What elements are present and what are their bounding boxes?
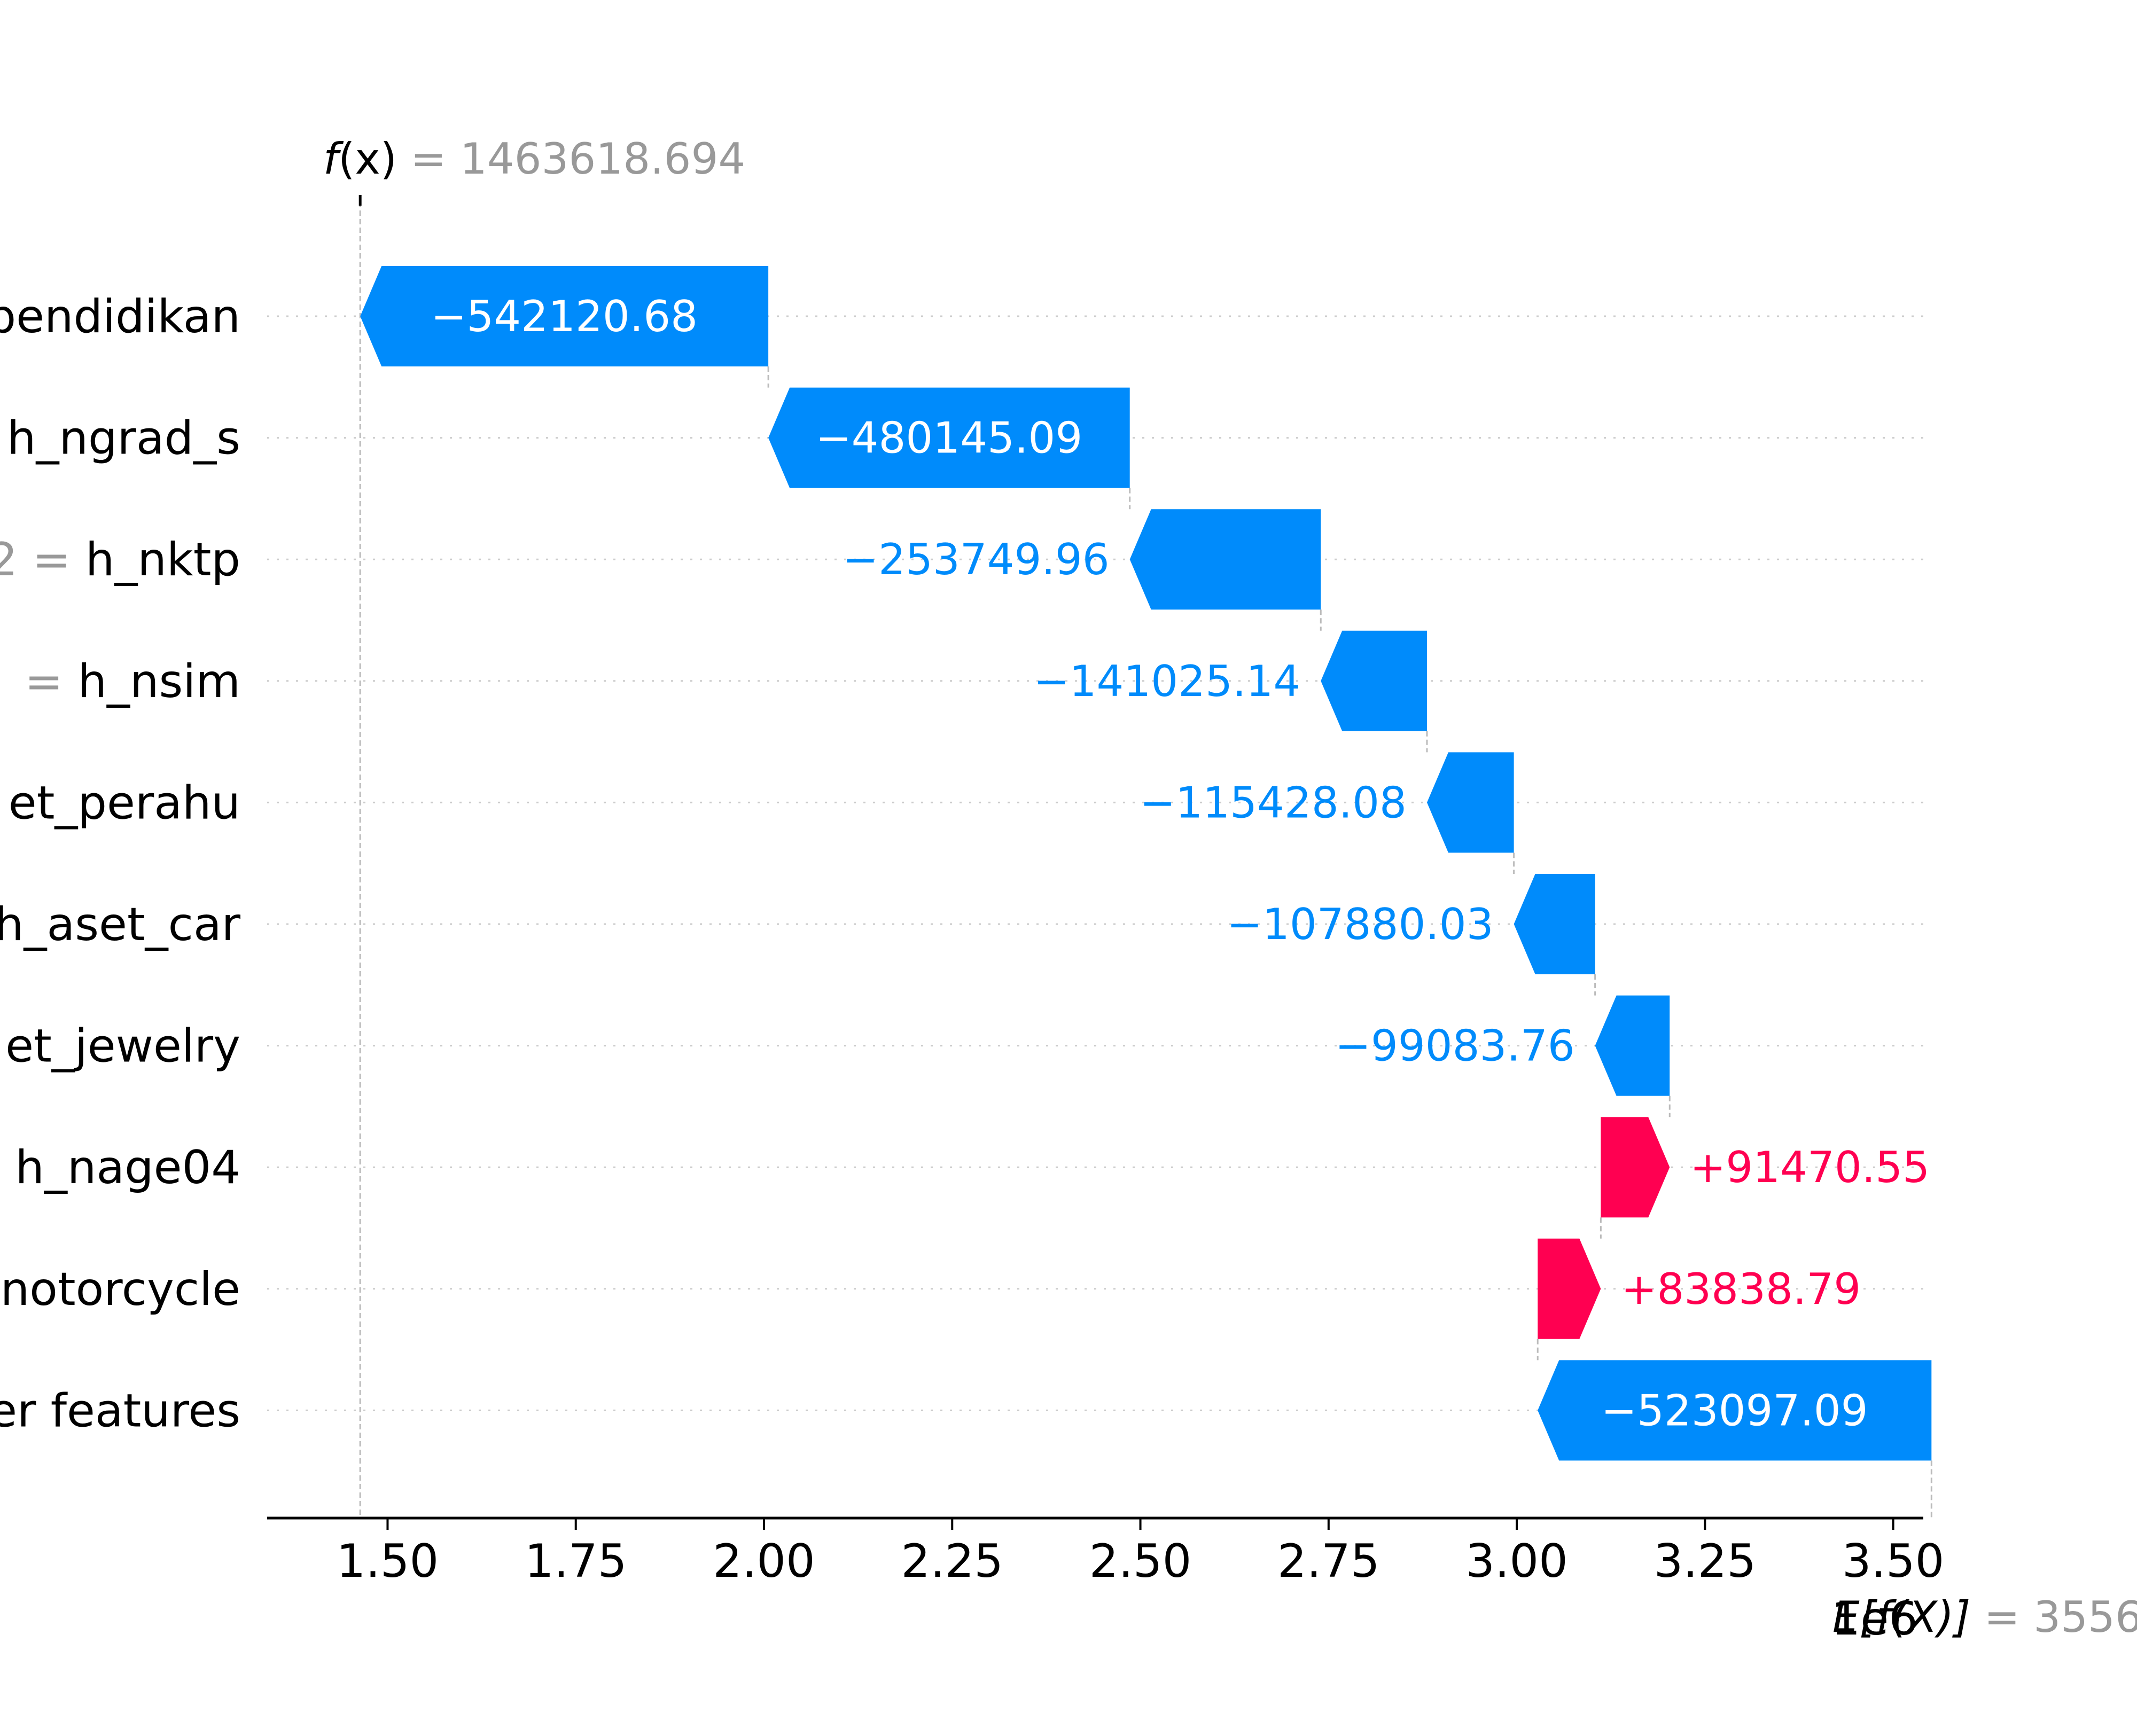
base-value-annotation: E[f(X)] = 3556 [1832,1592,2137,1642]
feature-name: notorcycle [1,1263,240,1316]
bar-value-label: −107880.03 [1227,900,1494,949]
negative-contribution-bar [1595,995,1670,1096]
bar-value-label: −253749.96 [843,535,1110,584]
feature-equals: = [32,533,85,587]
base-symbol: E[f(X)] [1832,1592,1970,1642]
bar-value-label: −480145.09 [816,413,1083,463]
feature-label: notorcycle [1,1263,240,1316]
positive-contribution-bar [1538,1238,1601,1339]
feature-name: et_perahu [9,776,240,830]
negative-contribution-bar [1514,874,1595,974]
fx-symbol-x: (x) [338,134,397,184]
feature-label: er features [0,1384,240,1437]
feature-label: et_jewelry [5,1020,240,1073]
x-tick-label: 2.25 [901,1535,1003,1588]
feature-label: pendidikan [0,290,240,343]
x-offset-label: 1e6 [1831,1592,1918,1646]
fx-equals: = [397,134,460,184]
x-tick-label: 3.25 [1654,1535,1756,1588]
x-axis: 1.50 1.75 2.00 2.25 2.50 2.75 3.00 3.25 3.501e6E… [267,1516,2137,1646]
negative-contribution-bar [768,387,1130,488]
bar-value-label: −523097.09 [1601,1386,1868,1435]
negative-contribution-bar [1129,509,1321,610]
negative-contribution-bar [1538,1360,1932,1461]
labels-layer: f(x) = 1463618.694 −542120.68 pendidikan −4… [0,134,1930,1437]
bar-value-label: +91470.55 [1690,1143,1930,1192]
negative-contribution-bar [1321,630,1427,731]
negative-contribution-bar [1426,752,1514,853]
feature-name: h_ngrad_s [7,412,240,465]
x-tick-label: 2.75 [1277,1535,1379,1588]
base-equals: = [1970,1592,2033,1642]
feature-name: er features [0,1384,240,1437]
x-tick-label: 3.00 [1465,1535,1567,1588]
fx-value: 1463618.694 [460,134,745,184]
feature-name: et_jewelry [5,1020,240,1073]
feature-label: h_nage04 [15,1141,240,1194]
bar-value-label: −99083.76 [1335,1021,1575,1071]
feature-label: = h_nsim [25,655,240,708]
x-tick-label: 1.50 [337,1535,439,1588]
x-tick-label: 1.75 [525,1535,627,1588]
feature-label: h_aset_car [0,898,241,951]
bar-value-label: +83838.79 [1621,1264,1861,1314]
feature-equals: = [25,655,77,708]
x-tick-label: 2.00 [713,1535,815,1588]
feature-label: h_ngrad_s [7,412,240,465]
positive-contribution-bar [1601,1117,1670,1218]
feature-name: h_aset_car [0,898,241,951]
base-value: 3556 [2033,1592,2137,1642]
feature-name: h_nktp [85,533,240,587]
feature-name: h_nage04 [15,1141,240,1194]
bar-value-label: −115428.08 [1140,778,1407,827]
feature-label: 2 = h_nktp [0,533,240,587]
feature-label: et_perahu [9,776,240,830]
bars-layer [360,266,1932,1461]
feature-value: 2 [0,533,32,587]
x-tick-label: 2.50 [1089,1535,1191,1588]
bar-value-label: −141025.14 [1034,656,1301,706]
negative-contribution-bar [360,266,769,366]
bar-value-label: −542120.68 [431,292,698,341]
feature-name: pendidikan [0,290,240,343]
feature-name: h_nsim [78,655,241,708]
x-tick-label: 3.50 [1842,1535,1944,1588]
fx-annotation: f(x) = 1463618.694 [323,134,745,184]
